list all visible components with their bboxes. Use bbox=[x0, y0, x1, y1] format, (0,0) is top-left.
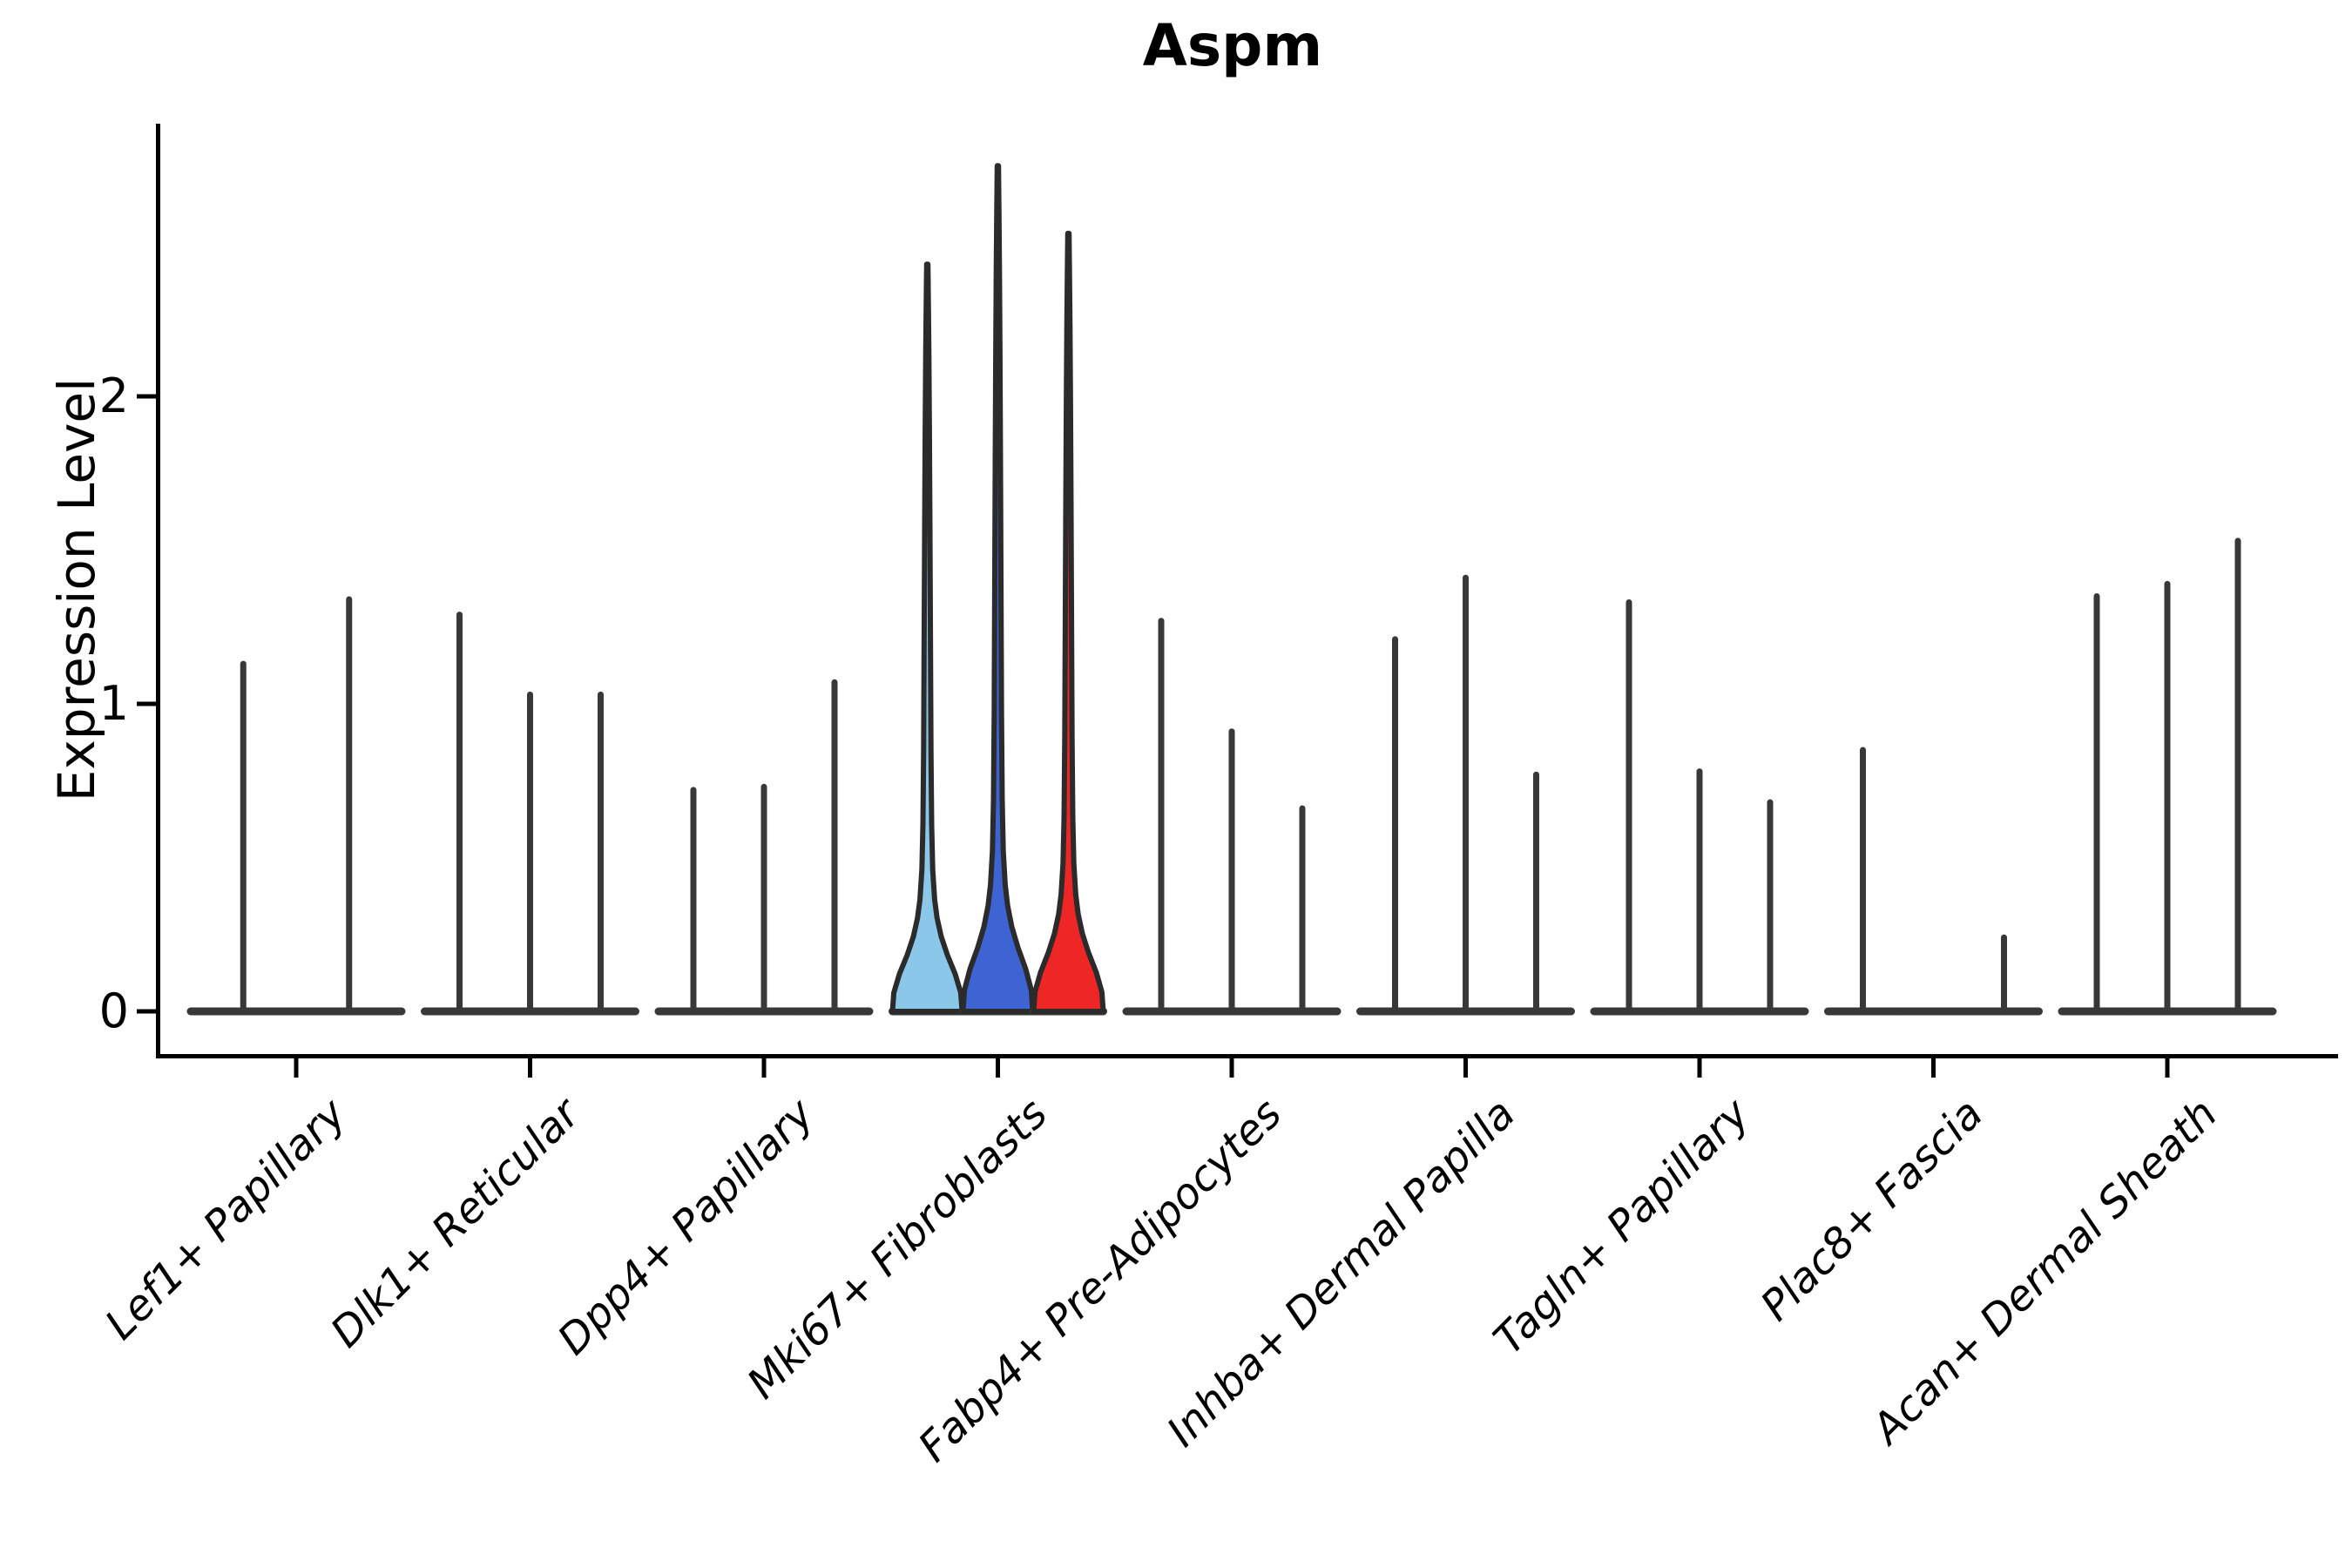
x-tick-mark bbox=[294, 1058, 299, 1078]
y-tick-label-1: 1 bbox=[98, 676, 129, 731]
x-tick-mark bbox=[996, 1058, 1000, 1078]
x-tick-mark bbox=[1463, 1058, 1468, 1078]
chart-title: Aspm bbox=[1142, 12, 1323, 79]
violin-highlighted bbox=[1031, 230, 1106, 1014]
y-tick-mark bbox=[137, 701, 156, 706]
y-tick-mark bbox=[137, 394, 156, 399]
y-tick-mark bbox=[137, 1009, 156, 1014]
x-tick-mark bbox=[761, 1058, 767, 1078]
x-tick-mark bbox=[528, 1058, 532, 1078]
x-tick-mark bbox=[1931, 1058, 1936, 1078]
violin-highlighted bbox=[960, 163, 1036, 1014]
violin-highlighted bbox=[889, 261, 965, 1014]
x-tick-mark bbox=[2165, 1058, 2170, 1078]
x-tick-mark bbox=[1229, 1058, 1234, 1078]
y-axis-spine bbox=[156, 124, 160, 1058]
x-axis-spine bbox=[156, 1054, 2338, 1058]
y-tick-label-2: 2 bbox=[98, 368, 129, 423]
y-axis-label: Expression Level bbox=[47, 377, 106, 802]
x-tick-mark bbox=[1697, 1058, 1702, 1078]
y-tick-label-0: 0 bbox=[98, 983, 129, 1038]
